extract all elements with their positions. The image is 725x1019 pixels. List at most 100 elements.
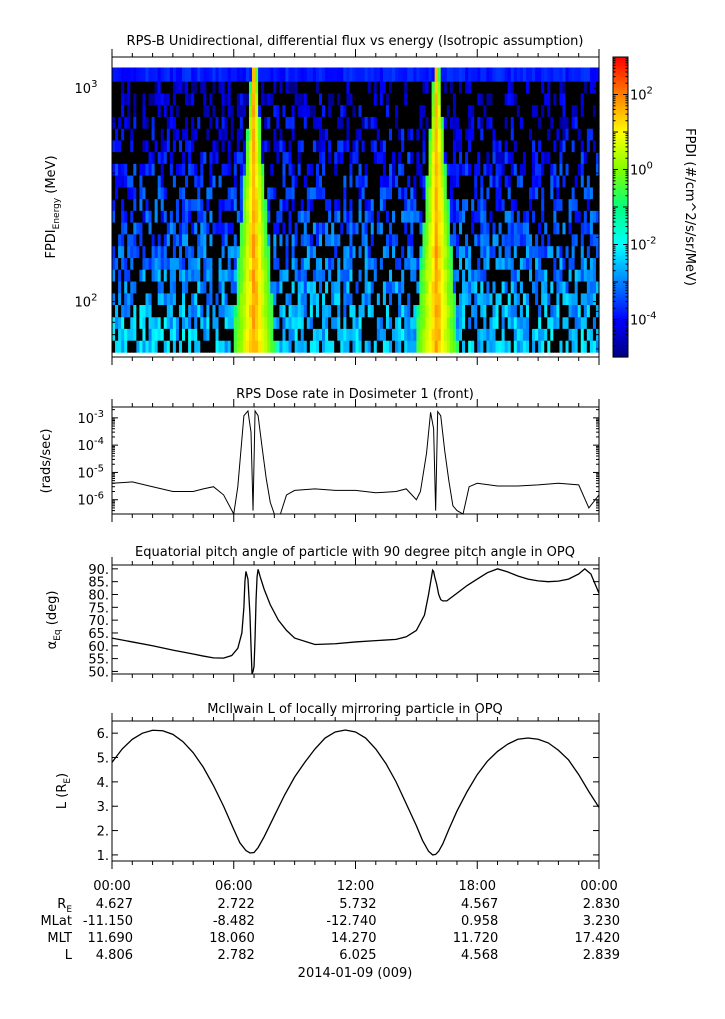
spectrogram-cell <box>245 139 250 153</box>
spectrogram-cell <box>544 67 548 82</box>
spectrogram-cell <box>398 92 402 106</box>
spectrogram-cell <box>495 186 500 200</box>
colorbar-segment <box>613 287 628 291</box>
spectrogram-cell <box>291 81 296 94</box>
spectrogram-cell <box>589 163 594 176</box>
spectrogram-cell <box>303 269 308 282</box>
spectrogram-cell <box>535 128 539 141</box>
spectrogram-cell <box>312 151 317 164</box>
spectrogram-cell <box>395 163 399 176</box>
spectrogram-cell <box>532 210 536 223</box>
spectrogram-cell <box>188 304 192 318</box>
spectrogram-cell <box>151 269 156 282</box>
spectrogram-cell <box>112 151 116 164</box>
spectrogram-cell <box>395 104 399 117</box>
spectrogram-cell <box>592 340 597 353</box>
colorbar-segment <box>613 307 628 311</box>
spectrogram-cell <box>191 210 195 223</box>
spectrogram-cell <box>282 210 287 223</box>
spectrogram-cell <box>328 81 332 94</box>
spectrogram-cell <box>188 280 192 294</box>
spectrogram-cell <box>455 245 460 259</box>
spectrogram-cell <box>276 316 280 329</box>
spectrogram-cell <box>544 186 548 200</box>
spectrogram-cell <box>434 186 439 200</box>
spectrogram-cell <box>571 128 576 141</box>
spectrogram-cell <box>242 92 247 106</box>
spectrogram-cell <box>583 151 588 164</box>
spectrogram-cell <box>379 292 384 306</box>
spectrogram-cell <box>325 163 329 176</box>
spectrogram-cell <box>297 67 302 82</box>
spectrogram-cell <box>388 92 393 106</box>
colorbar-segment <box>613 77 628 81</box>
spectrogram-cell <box>267 210 271 223</box>
spectrogram-cell <box>355 163 360 176</box>
spectrogram-cell <box>182 222 186 235</box>
spectrogram-cell <box>583 92 588 106</box>
spectrogram-cell <box>346 292 351 306</box>
spectrogram-cell <box>264 210 268 223</box>
colorbar-segment <box>613 334 628 338</box>
spectrogram-cell <box>124 257 128 270</box>
spectrogram-cell <box>185 269 189 282</box>
spectrogram-cell <box>538 233 542 247</box>
spectrogram-cell <box>562 67 567 82</box>
spectrogram-cell <box>525 340 530 353</box>
spectrogram-cell <box>458 257 463 270</box>
spectrogram-cell <box>398 186 402 200</box>
spectrogram-cell <box>519 269 524 282</box>
spectrogram-cell <box>401 198 405 211</box>
spectrogram-cell <box>547 245 551 259</box>
ephemeris-value: -8.482 <box>213 914 255 929</box>
spectrogram-cell <box>121 269 125 282</box>
spectrogram-cell <box>556 116 561 129</box>
spectrogram-cell <box>528 280 533 294</box>
spectrogram-cell <box>489 67 494 82</box>
spectrogram-cell <box>118 116 122 129</box>
spectrogram-cell <box>157 163 162 176</box>
spectrogram-cell <box>373 292 378 306</box>
spectrogram-cell <box>154 304 159 318</box>
spectrogram-cell <box>157 151 162 164</box>
spectrogram-cell <box>166 210 171 223</box>
spectrogram-cell <box>422 104 427 117</box>
spectrogram-cell <box>169 92 174 106</box>
spectrogram-cell <box>522 186 527 200</box>
spectrogram-cell <box>443 104 448 117</box>
spectrogram-cell <box>413 257 417 270</box>
spectrogram-cell <box>492 233 497 247</box>
spectrogram-cell <box>328 174 332 188</box>
spectrogram-cell <box>577 245 582 259</box>
spectrogram-cell <box>291 116 296 129</box>
spectrogram-cell <box>118 292 122 306</box>
spectrogram-cell <box>416 210 421 223</box>
spectrogram-cell <box>370 198 375 211</box>
spectrogram-cell <box>248 174 253 188</box>
spectrogram-cell <box>510 328 515 341</box>
spectrogram-cell <box>547 81 551 94</box>
spectrogram-cell <box>221 316 226 329</box>
spectrogram-cell <box>337 316 341 329</box>
spectrogram-cell <box>288 222 293 235</box>
spectrogram-cell <box>197 81 201 94</box>
spectrogram-cell <box>446 269 451 282</box>
spectrogram-cell <box>379 280 384 294</box>
spectrogram-cell <box>142 257 147 270</box>
spectrogram-cell <box>200 174 204 188</box>
spectrogram-cell <box>513 245 518 259</box>
spectrogram-cell <box>142 81 147 94</box>
spectrogram-cell <box>574 340 579 353</box>
spectrogram-cell <box>352 269 357 282</box>
spectrogram-cell <box>367 269 372 282</box>
spectrogram-cell <box>245 174 250 188</box>
spectrogram-cell <box>322 186 326 200</box>
spectrogram-cell <box>413 116 417 129</box>
spectrogram-cell <box>379 67 384 82</box>
spectrogram-cell <box>325 222 329 235</box>
spectrogram-cell <box>373 280 378 294</box>
spectrogram-cell <box>325 257 329 270</box>
spectrogram-cell <box>172 257 177 270</box>
spectrogram-cell <box>139 292 144 306</box>
spectrogram-cell <box>328 151 332 164</box>
